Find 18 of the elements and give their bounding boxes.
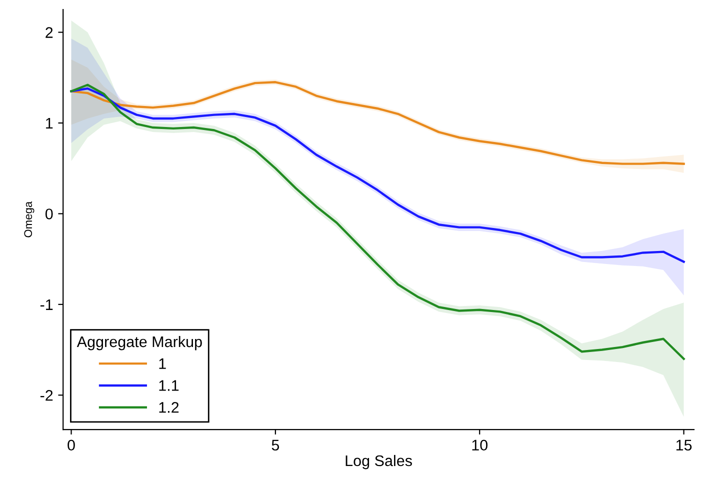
x-tick-label: 5 <box>272 440 280 451</box>
legend-label: 1 <box>159 358 166 369</box>
legend-label: 1.1 <box>159 380 179 391</box>
legend-title: Aggregate Markup <box>76 336 202 350</box>
y-tick-label: -1 <box>40 299 53 310</box>
line-series <box>70 87 685 263</box>
y-tick-label: 1 <box>46 118 53 129</box>
y-axis-title: Omega <box>24 201 34 238</box>
y-tick-label: 2 <box>46 27 53 38</box>
line-series <box>70 84 685 360</box>
x-tick-label: 10 <box>472 440 488 451</box>
x-tick-label: 0 <box>68 440 75 451</box>
y-tick-label: 0 <box>45 208 53 220</box>
legend-label: 1.2 <box>159 402 179 413</box>
y-tick-label: -2 <box>40 390 53 401</box>
x-tick-label: 15 <box>676 440 692 451</box>
x-axis-title: Log Sales <box>346 454 412 470</box>
line-series <box>70 81 685 165</box>
